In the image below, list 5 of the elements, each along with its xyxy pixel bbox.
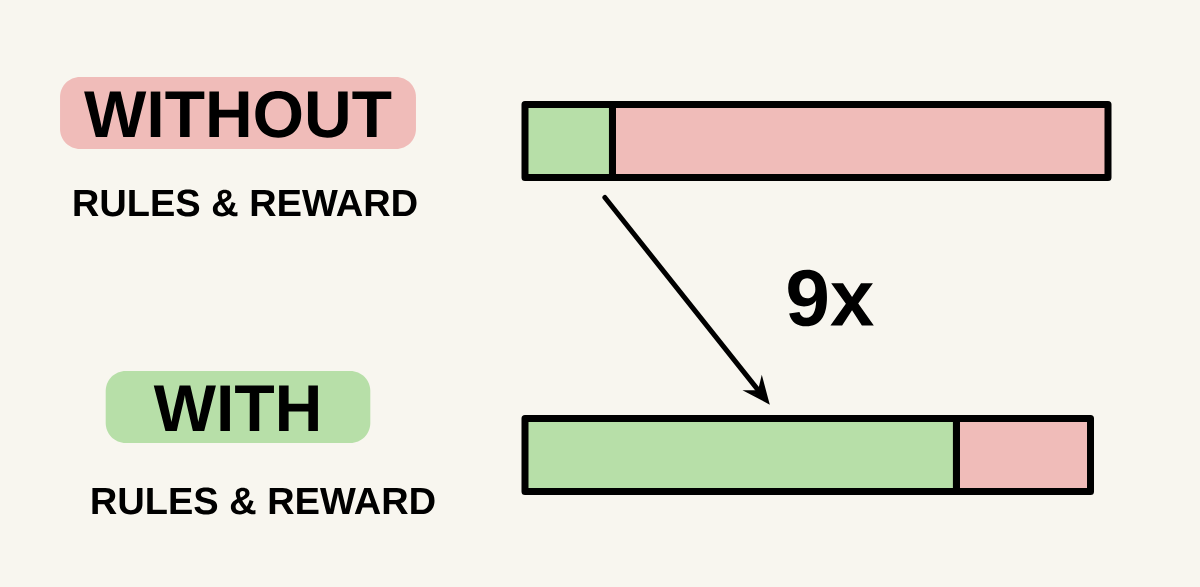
text: RULES & REWARD	[92, 487, 435, 515]
text: RULES & REWARD	[74, 189, 417, 217]
y-tick-label: WITHOUT	[84, 90, 392, 138]
annotation: 9x	[788, 269, 874, 327]
y-tick-label: WITH	[153, 385, 318, 431]
